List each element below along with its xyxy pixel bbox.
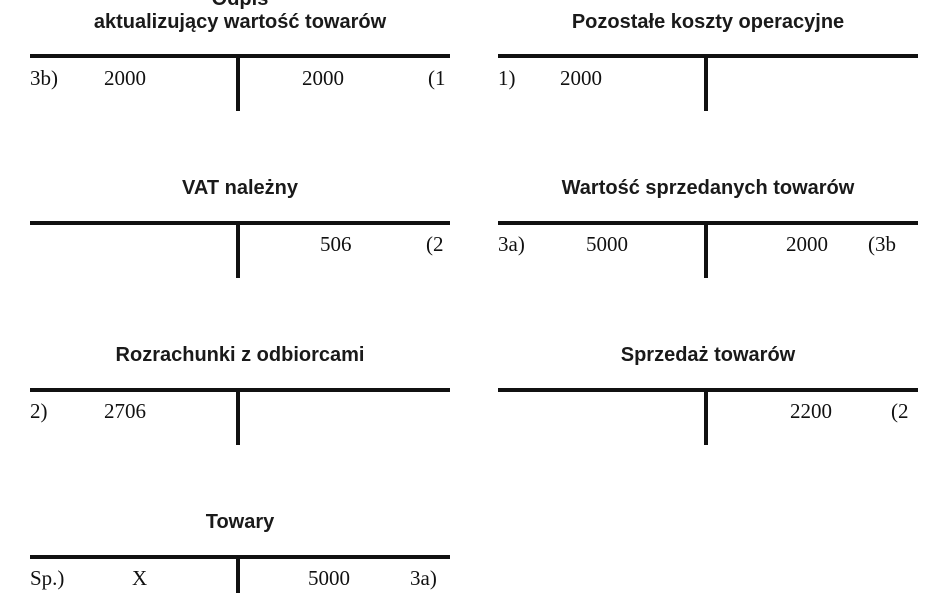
credit-amount: 2000 [786,232,828,256]
t-account-vertical-rule [704,390,708,445]
t-account-odpis-aktualizujacy: Odpis aktualizujący wartość towarów 3b) … [30,0,450,115]
credit-ref: 3a) [410,566,437,590]
account-title: Rozrachunki z odbiorcami [115,344,365,366]
account-title: Wartość sprzedanych towarów [561,177,855,199]
credit-amount: 2000 [302,66,344,90]
account-title: Sprzedaż towarów [620,344,796,366]
t-account-vertical-rule [236,390,240,445]
debit-ref: Sp.) [30,566,65,590]
account-title: VAT należny [182,177,298,199]
debit-amount: 2706 [104,399,146,423]
t-account-pozostale-koszty-operacyjne: Pozostałe koszty operacyjne 1) 2000 [498,0,918,115]
t-account-vat-nalezny: VAT należny 506 (2 [30,168,450,283]
t-account-horizontal-rule [30,54,450,58]
t-account-horizontal-rule [498,221,918,225]
debit-ref: 3a) [498,232,525,256]
credit-amount: 5000 [308,566,350,590]
debit-ref: 3b) [30,66,58,90]
t-account-wartosc-sprzedanych-towarow: Wartość sprzedanych towarów 3a) 5000 200… [498,168,918,283]
t-account-towary: Towary Sp.) X 5000 3a) [30,502,450,593]
credit-ref: (1 [428,66,446,90]
t-account-vertical-rule [704,56,708,111]
credit-ref: (2 [426,232,444,256]
t-account-sprzedaz-towarow: Sprzedaż towarów 2200 (2 [498,335,918,450]
debit-amount: 2000 [104,66,146,90]
t-account-horizontal-rule [498,388,918,392]
account-title: Pozostałe koszty operacyjne [571,11,845,33]
account-title: Towary [205,511,275,533]
credit-ref: (2 [891,399,909,423]
debit-ref: 2) [30,399,48,423]
t-account-horizontal-rule [30,555,450,559]
credit-amount: 2200 [790,399,832,423]
t-account-rozrachunki-z-odbiorcami: Rozrachunki z odbiorcami 2) 2706 [30,335,450,450]
t-account-vertical-rule [236,56,240,111]
t-account-horizontal-rule [498,54,918,58]
t-account-vertical-rule [236,557,240,593]
debit-amount: 2000 [560,66,602,90]
debit-amount: X [132,566,148,590]
t-account-horizontal-rule [30,388,450,392]
debit-ref: 1) [498,66,516,90]
account-title: aktualizujący wartość towarów [93,11,387,33]
credit-amount: 506 [320,232,352,256]
credit-ref: (3b [868,232,896,256]
account-title-line-1: Odpis [30,0,450,11]
debit-amount: 5000 [586,232,628,256]
t-account-vertical-rule [704,223,708,278]
t-account-vertical-rule [236,223,240,278]
t-account-horizontal-rule [30,221,450,225]
